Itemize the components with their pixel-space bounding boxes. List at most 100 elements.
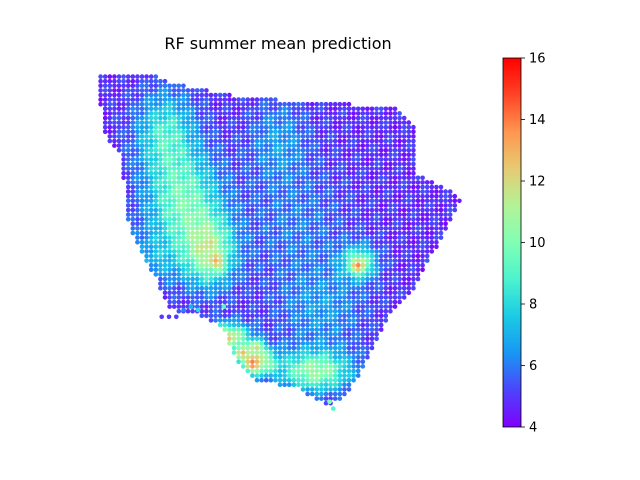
map-point <box>286 285 292 291</box>
map-point <box>158 216 163 222</box>
map-point <box>332 295 338 300</box>
map-point <box>365 341 370 346</box>
map-point <box>282 276 287 282</box>
map-point <box>296 212 301 217</box>
map-point <box>162 226 168 231</box>
map-point <box>296 230 301 236</box>
map-point <box>217 313 223 319</box>
map-point <box>296 106 301 112</box>
map-point <box>139 216 145 222</box>
map-point <box>259 336 264 342</box>
map-point <box>245 97 251 102</box>
map-point <box>305 322 310 328</box>
map-point <box>424 180 430 185</box>
map-point <box>388 226 393 231</box>
map-point <box>130 221 136 227</box>
map-point <box>300 322 306 328</box>
map-point <box>171 230 177 236</box>
map-point <box>231 299 237 305</box>
map-point <box>236 308 241 314</box>
map-point <box>139 83 145 89</box>
map-point <box>314 331 320 337</box>
map-point <box>148 244 154 250</box>
map-point <box>305 147 310 153</box>
map-point <box>227 235 232 240</box>
map-point <box>314 175 320 181</box>
map-point <box>365 308 370 314</box>
map-point <box>199 203 205 208</box>
map-point <box>346 207 352 213</box>
map-point <box>222 318 228 323</box>
map-point <box>314 377 320 383</box>
map-point <box>135 157 140 162</box>
map-point <box>378 216 384 222</box>
map-point <box>277 216 283 222</box>
map-point <box>130 203 136 208</box>
map-point <box>236 281 241 286</box>
map-point <box>331 406 336 411</box>
map-point <box>314 262 320 268</box>
map-point <box>171 134 177 139</box>
map-point <box>355 152 361 158</box>
map-point <box>204 276 209 282</box>
map-point <box>282 354 287 360</box>
map-point <box>231 272 237 277</box>
map-point <box>153 78 159 84</box>
map-point <box>139 157 145 162</box>
map-point <box>204 120 209 125</box>
map-point <box>231 281 237 286</box>
map-point <box>286 189 292 194</box>
map-point <box>296 336 301 342</box>
map-point <box>231 285 237 291</box>
map-point <box>199 106 205 112</box>
map-point <box>351 230 356 236</box>
map-point <box>194 120 200 125</box>
map-point <box>171 166 177 171</box>
map-point <box>176 138 182 144</box>
map-point <box>277 198 283 204</box>
map-point <box>346 350 352 355</box>
map-point <box>130 170 136 176</box>
map-point <box>305 313 310 319</box>
map-point <box>434 203 439 208</box>
map-point <box>392 143 398 148</box>
map-point <box>250 364 255 369</box>
map-point <box>130 115 136 121</box>
map-point <box>369 184 375 190</box>
map-point <box>378 189 384 194</box>
map-point <box>273 111 278 116</box>
map-point <box>351 111 356 116</box>
map-point <box>171 304 177 309</box>
map-point <box>240 299 246 305</box>
map-point <box>365 350 370 355</box>
map-point <box>360 235 366 240</box>
map-point <box>176 221 182 227</box>
map-point <box>443 216 448 222</box>
map-point <box>369 313 375 319</box>
map-point <box>144 161 149 167</box>
map-point <box>383 212 389 217</box>
map-point <box>194 157 200 162</box>
map-point <box>332 244 338 250</box>
map-point <box>236 97 241 102</box>
map-point <box>222 276 228 282</box>
map-point <box>286 170 292 176</box>
map-point <box>415 180 421 185</box>
map-point <box>273 285 278 291</box>
map-point <box>296 327 301 332</box>
map-point <box>438 198 444 204</box>
map-point <box>268 336 274 342</box>
map-point <box>273 212 278 217</box>
map-point <box>314 359 320 365</box>
map-point <box>236 336 241 342</box>
map-point <box>148 83 154 89</box>
map-point <box>227 262 232 268</box>
map-point <box>300 368 306 374</box>
map-point <box>277 235 283 240</box>
map-point <box>332 290 338 296</box>
map-point <box>222 203 228 208</box>
map-point <box>374 152 379 158</box>
map-point <box>217 161 223 167</box>
map-point <box>190 124 195 130</box>
map-point <box>277 336 283 342</box>
